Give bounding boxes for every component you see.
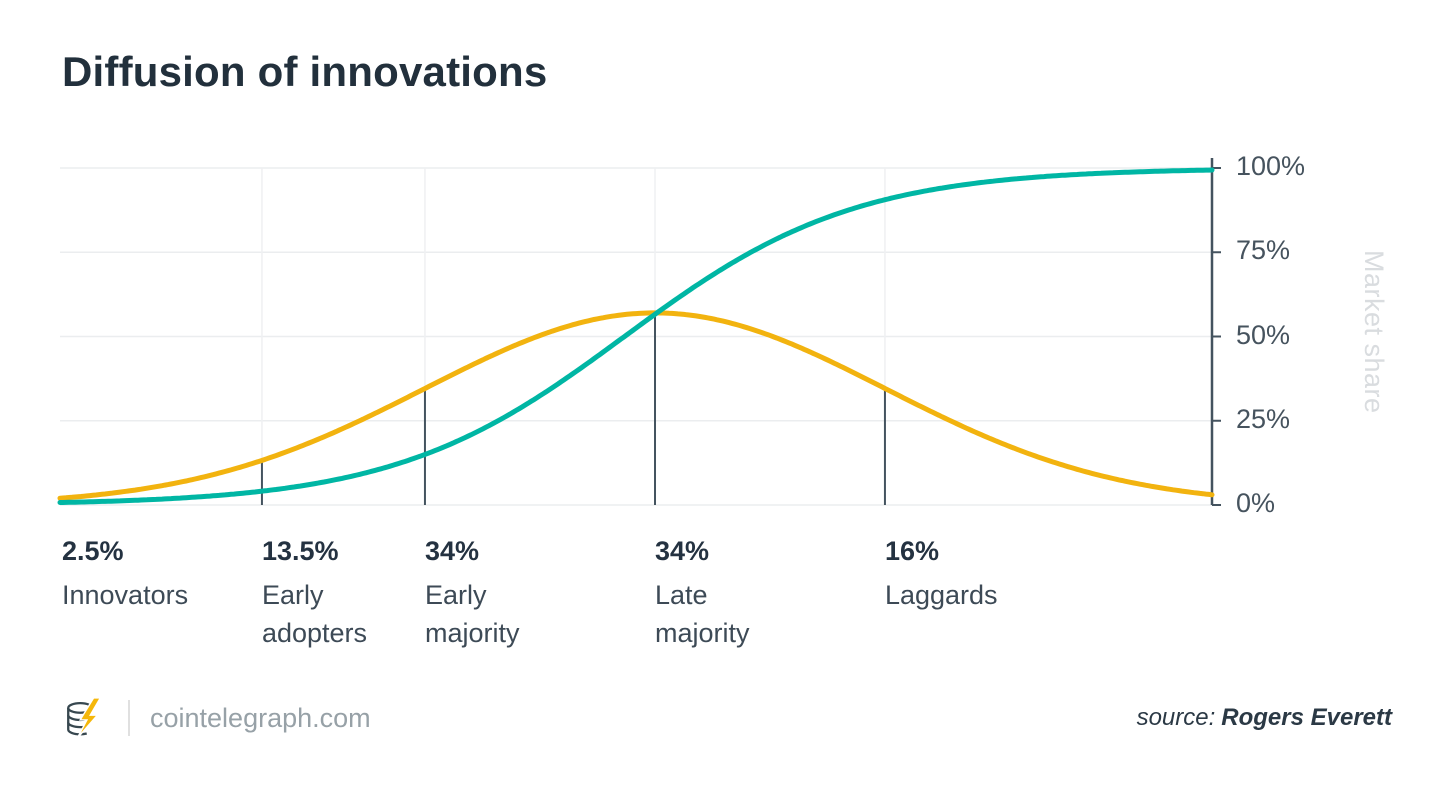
footer: cointelegraph.com source: Rogers Everett (62, 692, 1392, 744)
brand: cointelegraph.com (62, 695, 371, 741)
segment-label: 2.5% Innovators (62, 536, 222, 614)
segment-name: Early majority (424, 580, 520, 648)
segment-name: Early adopters (261, 580, 368, 648)
segment-name: Late majority (655, 580, 750, 648)
segment-name: Innovators (62, 580, 189, 610)
segment-percent: 2.5% (62, 536, 124, 566)
segment-percent: 34% (655, 536, 710, 566)
brand-divider (128, 700, 130, 736)
segment-label: 16% Laggards (885, 536, 1045, 614)
chart-title: Diffusion of innovations (62, 48, 548, 95)
source-credit: source: Rogers Everett (1137, 704, 1392, 732)
segment-labels: 2.5% Innovators 13.5% Early adopters 34% Earl… (0, 536, 1450, 666)
source-label: source: (1136, 704, 1216, 731)
site-name: cointelegraph.com (150, 702, 371, 733)
segment-percent: 16% (884, 536, 939, 566)
segment-label: 34% Early majority (425, 536, 585, 652)
adoption-bell-curve (57, 310, 1215, 501)
market-share-curve (57, 167, 1215, 505)
segment-label: 13.5% Early adopters (262, 536, 422, 652)
segment-label: 34% Late majority (655, 536, 815, 652)
segment-name: Laggards (884, 580, 998, 610)
market-share-axis-label: Market share (1359, 250, 1389, 414)
segment-percent: 34% (424, 536, 479, 566)
segment-percent: 13.5% (261, 536, 339, 566)
source-name: Rogers Everett (1221, 704, 1392, 731)
cointelegraph-logo-icon (67, 697, 102, 739)
